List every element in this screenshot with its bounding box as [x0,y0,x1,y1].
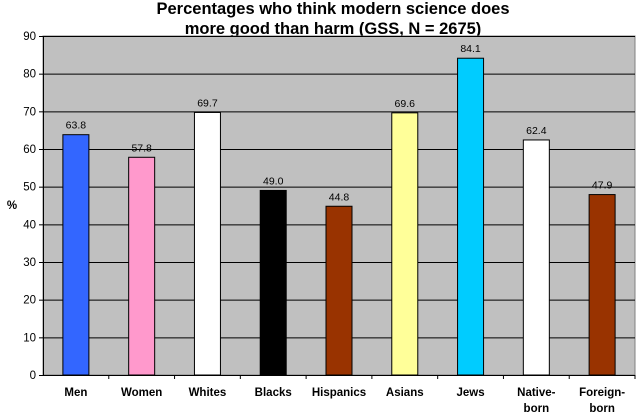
x-tick-label: Native- [517,387,556,399]
y-tick-label: 20 [23,295,36,307]
bar [391,112,419,376]
data-label: 69.6 [395,98,416,110]
bar [259,189,287,376]
y-tick-label: 40 [23,219,36,231]
data-label: 49.0 [263,175,284,187]
x-tick-label: Men [64,387,87,399]
data-label: 63.8 [66,120,87,132]
bar [457,57,485,376]
chart-title-line-1: Percentages who think modern science doe… [156,0,509,18]
bar [62,134,90,376]
axes: 0 10 20 30 40 50 60 70 80 90 Men Women Whites Blacks H… [23,31,636,413]
x-tick-label: Women [121,387,162,399]
y-tick-label: 50 [23,182,36,194]
bar [193,111,221,376]
y-tick-label: 70 [23,106,36,118]
x-tick-label: Blacks [255,387,292,399]
y-tick-label: 0 [30,370,36,382]
data-label: 84.1 [460,43,481,55]
bar [325,205,353,376]
bars: 63.8 57.8 69.7 49.0 44.8 69.6 84.1 62.4 47.9 [62,43,616,376]
data-label: 69.7 [197,97,218,109]
x-tick-label: Whites [189,387,227,399]
bar [128,156,156,376]
bar [522,139,550,376]
data-label: 62.4 [526,125,547,137]
y-axis-label: % [7,200,17,212]
chart-title-line-2: more good than harm (GSS, N = 2675) [185,20,482,38]
y-tick-label: 80 [23,69,36,81]
x-tick-label: Foreign- [579,387,625,399]
bar [588,194,616,376]
data-label: 44.8 [329,191,350,203]
y-tick-label: 10 [23,332,36,344]
data-label: 47.9 [592,180,613,192]
data-label: 57.8 [131,142,152,154]
x-tick-label: born [589,403,615,413]
y-tick-label: 90 [23,31,36,43]
y-tick-label: 60 [23,144,36,156]
y-tick-label: 30 [23,257,36,269]
x-tick-label: Hispanics [312,387,366,399]
x-tick-label: Asians [386,387,424,399]
x-tick-label: Jews [456,387,484,399]
x-tick-label: born [524,403,550,413]
